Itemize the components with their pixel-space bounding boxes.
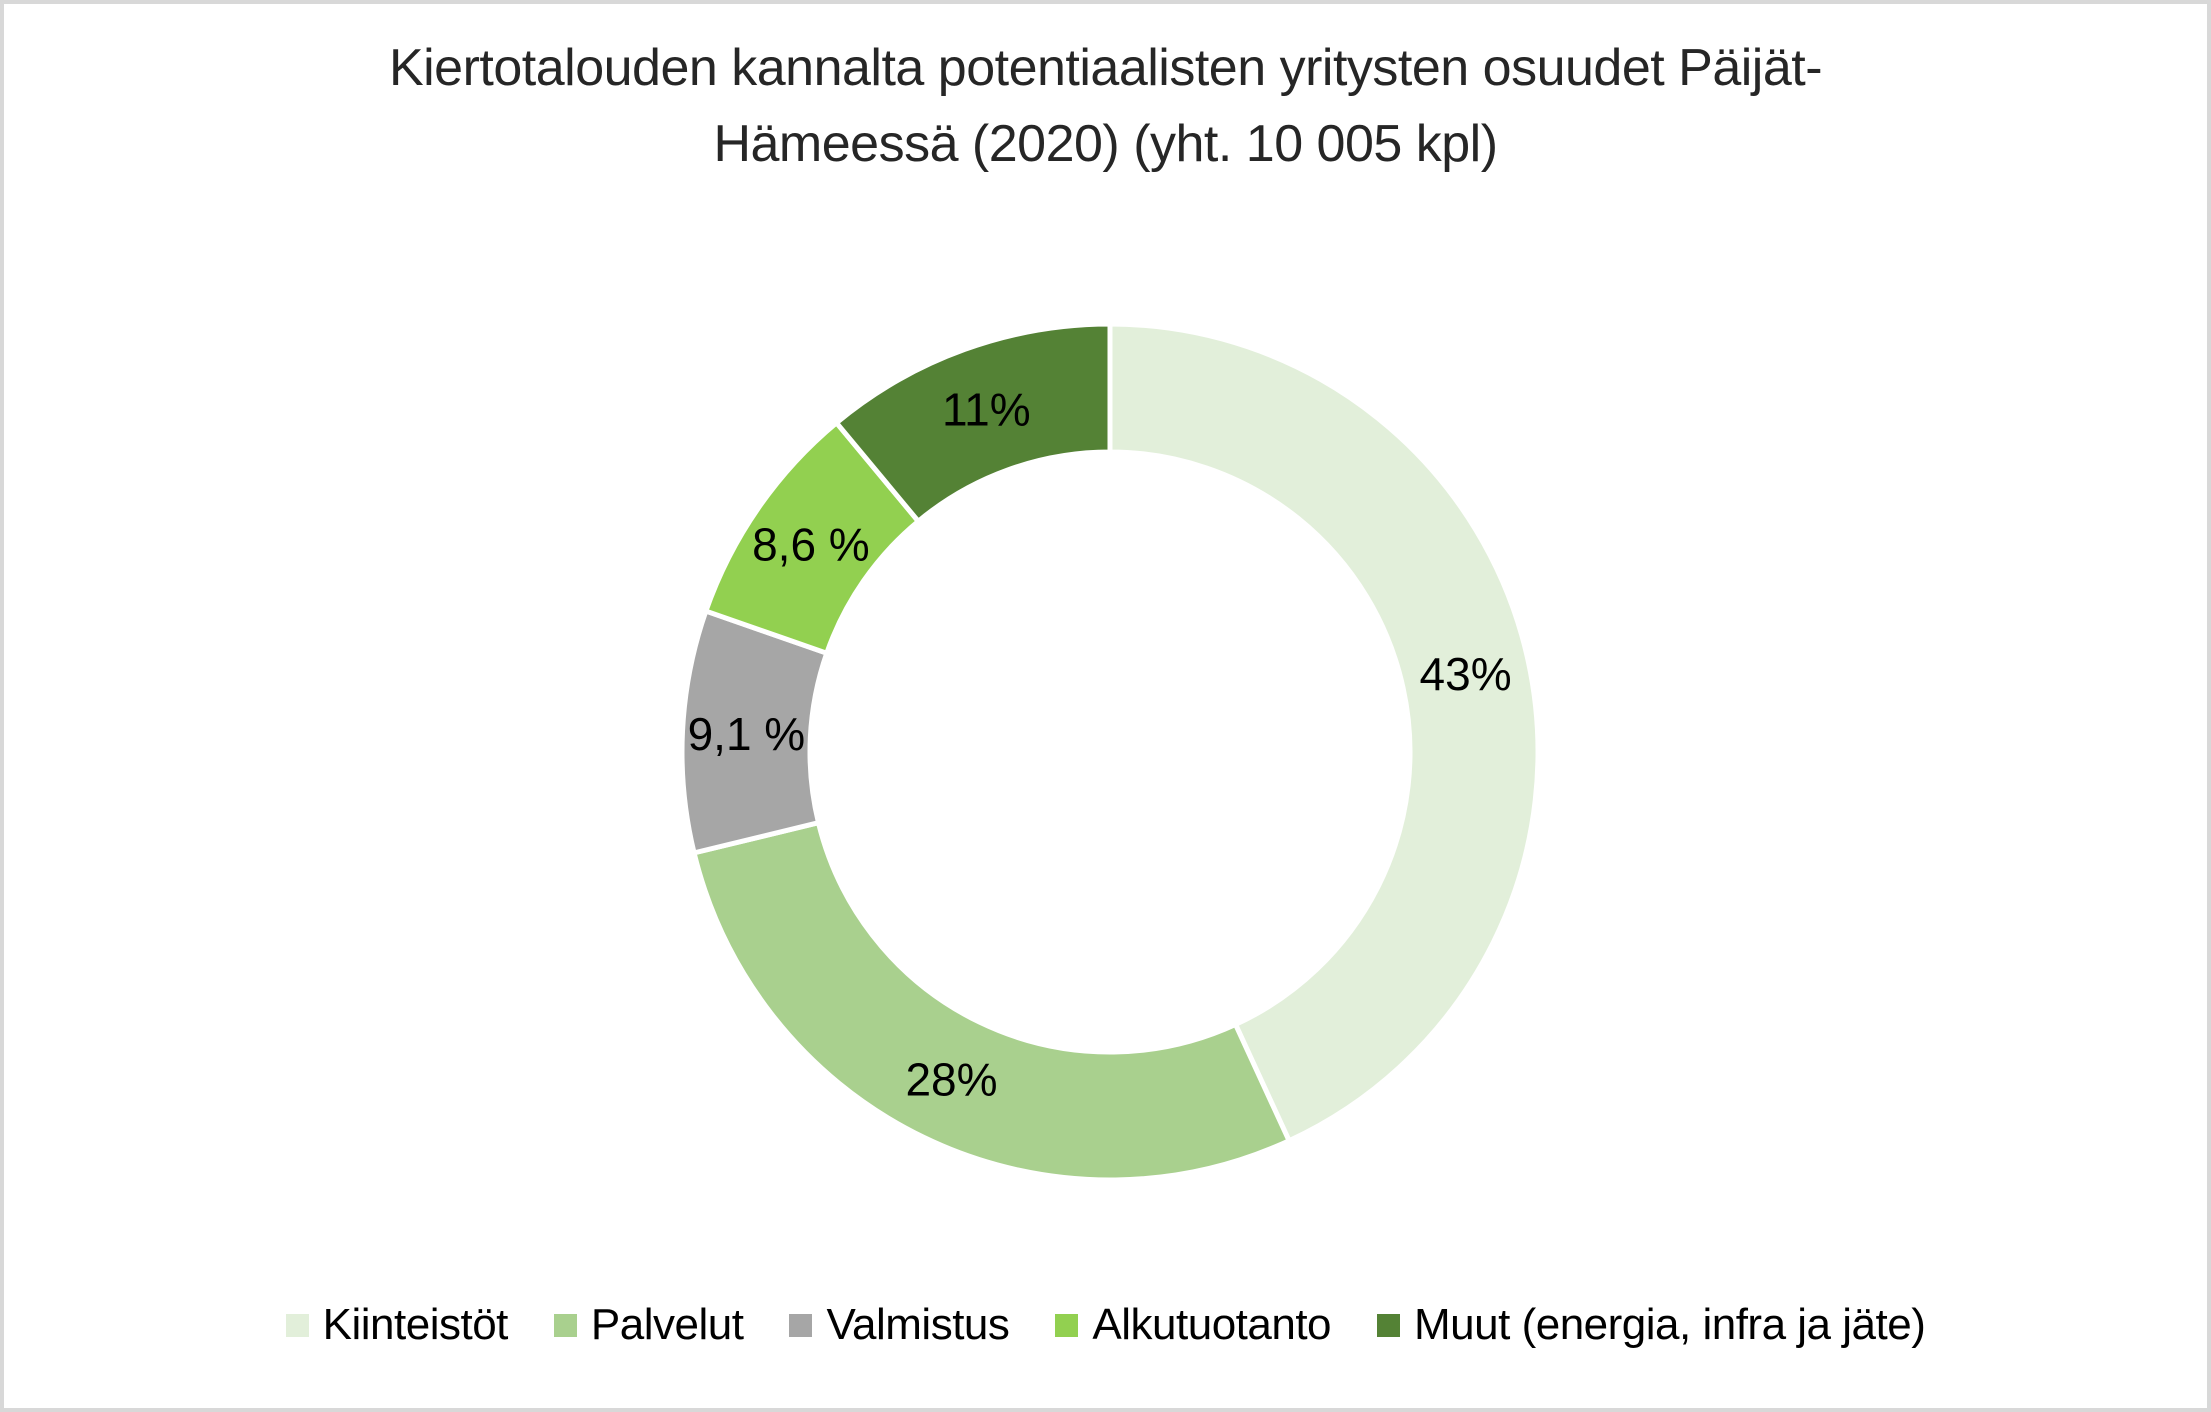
legend-marker-icon [789,1313,813,1337]
legend-marker-icon [285,1313,309,1337]
legend-marker-icon [1055,1313,1079,1337]
chart-title: Kiertotalouden kannalta potentiaalisten … [4,30,2207,182]
legend-label: Muut (energia, infra ja jäte) [1414,1300,1926,1349]
slice-muut-energia-infra-ja-j-te [834,321,1113,524]
data-label-alkutuotanto: 8,6 % [752,519,870,571]
chart-title-line1: Kiertotalouden kannalta potentiaalisten … [388,39,1823,97]
legend-label: Valmistus [826,1300,1010,1349]
legend-item-palvelut: Palvelut [553,1300,744,1350]
data-label-palvelut: 28% [905,1054,997,1106]
legend-marker-icon [1377,1313,1401,1337]
legend: Kiinteistöt Palvelut Valmistus Alkutuotanto… [4,1300,2207,1350]
legend-label: Alkutuotanto [1092,1300,1332,1349]
legend-item-valmistus: Valmistus [789,1300,1010,1350]
slice-palvelut [691,820,1292,1183]
legend-marker-icon [553,1313,577,1337]
data-label-valmistus: 9,1 % [688,708,806,760]
legend-item-muut-energia-infra-ja-j-te: Muut (energia, infra ja jäte) [1377,1300,1926,1350]
donut-plot-area: 43% 28% 9,1 % 8,6 % 11% [656,298,1564,1206]
legend-label: Palvelut [590,1300,744,1349]
chart-title-line2: Hämeessä (2020) (yht. 10 005 kpl) [713,115,1498,173]
legend-label: Kiinteistöt [322,1300,509,1349]
data-label-muut-energia-infra-ja-j-te: 11% [942,384,1031,436]
donut-chart: 43% 28% 9,1 % 8,6 % 11% [679,321,1541,1183]
legend-item-kiinteist-t: Kiinteistöt [285,1300,509,1350]
legend-item-alkutuotanto: Alkutuotanto [1055,1300,1332,1350]
data-label-kiinteist-t: 43% [1420,648,1512,700]
slice-kiinteist-t [1107,321,1541,1144]
